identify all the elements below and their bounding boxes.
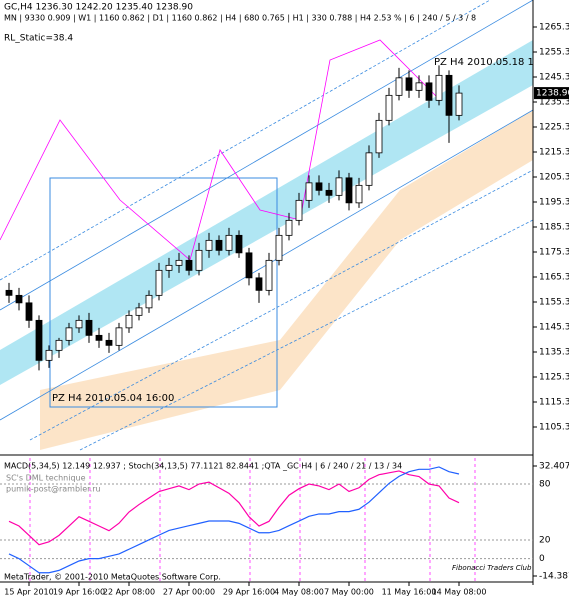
y-tick-label: 1165.34 bbox=[539, 273, 569, 283]
candle-body bbox=[415, 82, 423, 91]
candle-body bbox=[375, 119, 383, 154]
y-tick-label: 1115.34 bbox=[539, 398, 569, 408]
annotation: PZ H4 2010.05.04 16:00 bbox=[52, 393, 174, 404]
candle-body bbox=[355, 184, 363, 204]
candle-body bbox=[305, 182, 313, 201]
candle-body bbox=[165, 264, 173, 271]
symbol-header: GC,H4 1236.30 1242.20 1235.40 1238.90 bbox=[4, 3, 193, 13]
y-tick-label: 0 bbox=[539, 554, 545, 564]
candle-body bbox=[385, 94, 393, 121]
candle-body bbox=[405, 77, 413, 91]
x-tick-label: 14 May 08:00 bbox=[432, 588, 487, 597]
candle-body bbox=[65, 327, 73, 341]
candle-body bbox=[15, 294, 23, 304]
candle-body bbox=[75, 319, 83, 329]
candle-body bbox=[5, 289, 13, 296]
footer: MetaTrader, © 2001-2010 MetaQuotes Softw… bbox=[4, 573, 221, 582]
y-tick-label: 1105.34 bbox=[539, 423, 569, 433]
candle-body bbox=[185, 259, 193, 271]
x-tick-label: 27 Apr 00:00 bbox=[163, 588, 215, 597]
candle-body bbox=[235, 234, 243, 254]
x-tick-label: 15 Apr 2010 bbox=[4, 588, 53, 597]
candle-body bbox=[335, 177, 343, 196]
candle-body bbox=[145, 294, 153, 309]
y-tick-label: 80 bbox=[539, 480, 551, 490]
candle-body bbox=[125, 314, 133, 329]
y-tick-label: 1235.34 bbox=[539, 98, 569, 108]
annotation: Fibonacci Traders Club bbox=[452, 564, 532, 572]
y-tick-label: 1125.34 bbox=[539, 373, 569, 383]
indicator-line bbox=[8, 470, 460, 546]
candle-body bbox=[395, 77, 403, 96]
candle-body bbox=[425, 82, 433, 101]
y2-tick-label: 32.407 bbox=[539, 461, 569, 471]
candle-body bbox=[155, 269, 163, 296]
x-tick-label: 4 May 08:00 bbox=[274, 588, 324, 597]
candle-body bbox=[215, 239, 223, 251]
x-tick-label: 7 May 00:00 bbox=[324, 588, 374, 597]
candle-body bbox=[55, 339, 63, 351]
candle-body bbox=[315, 182, 323, 191]
price-tag-label: 1238.90 bbox=[536, 89, 569, 99]
ref-line bbox=[0, 39, 441, 261]
candle-body bbox=[435, 74, 443, 101]
cloud bbox=[40, 110, 533, 450]
y-tick-label: 1225.34 bbox=[539, 123, 569, 133]
candle-body bbox=[245, 252, 253, 279]
channel-band bbox=[0, 40, 533, 385]
candle-body bbox=[105, 339, 113, 346]
candle-body bbox=[295, 199, 303, 221]
x-tick-label: 19 Apr 16:00 bbox=[53, 588, 105, 597]
y-tick-label: 1245.34 bbox=[539, 73, 569, 83]
candle-body bbox=[35, 319, 43, 361]
candle-body bbox=[285, 219, 293, 236]
candle-body bbox=[265, 259, 273, 291]
y-tick-label: 1155.34 bbox=[539, 298, 569, 308]
price-tag bbox=[534, 87, 569, 100]
y-tick-label: 1265.34 bbox=[539, 23, 569, 33]
y-tick-label: 20 bbox=[539, 536, 551, 546]
candle-body bbox=[45, 349, 53, 361]
stats-header: MN | 9330 0.909 | W1 | 1160 0.862 | D1 |… bbox=[4, 14, 476, 23]
candle-body bbox=[85, 319, 93, 336]
candle-body bbox=[275, 234, 283, 261]
candle-body bbox=[205, 239, 213, 251]
pz-box bbox=[49, 177, 278, 408]
indicator-header: MACD(5,34,5) 12.149 12.937 ; Stoch(34,13… bbox=[4, 462, 402, 471]
y-tick-label: 1205.34 bbox=[539, 173, 569, 183]
candle-body bbox=[455, 92, 463, 116]
x-tick-label: 22 Apr 08:00 bbox=[103, 588, 155, 597]
candle-body bbox=[225, 234, 233, 251]
annotation: PZ H4 2010.05.18 1 bbox=[434, 57, 534, 68]
candle-body bbox=[325, 189, 333, 196]
y-tick-label: 1175.34 bbox=[539, 248, 569, 258]
candle-body bbox=[445, 74, 453, 116]
annotation: SC's DML technique bbox=[6, 474, 86, 483]
x-tick-label: 29 Apr 16:00 bbox=[223, 588, 275, 597]
candle-body bbox=[195, 249, 203, 271]
y-tick-label: 1215.34 bbox=[539, 148, 569, 158]
candle-body bbox=[345, 177, 353, 204]
candle-body bbox=[255, 277, 263, 291]
x-tick-label: 11 May 16:00 bbox=[382, 588, 437, 597]
y-tick-label: 1145.34 bbox=[539, 323, 569, 333]
annotation: pumik-post@rambler.ru bbox=[6, 485, 101, 494]
y-tick-label: 1185.34 bbox=[539, 223, 569, 233]
annotation: RL_Static=38.4 bbox=[4, 34, 73, 44]
y-tick-label: 1195.34 bbox=[539, 198, 569, 208]
candle-body bbox=[25, 302, 33, 321]
candle-body bbox=[115, 327, 123, 346]
candle-body bbox=[365, 152, 373, 186]
indicator-line bbox=[8, 466, 460, 574]
y2-tick-label: -14.387 bbox=[539, 571, 569, 581]
candle-body bbox=[95, 334, 103, 341]
y-tick-label: 1135.34 bbox=[539, 348, 569, 358]
candle-body bbox=[135, 307, 143, 316]
y-tick-label: 1255.34 bbox=[539, 48, 569, 58]
candle-body bbox=[175, 259, 183, 266]
